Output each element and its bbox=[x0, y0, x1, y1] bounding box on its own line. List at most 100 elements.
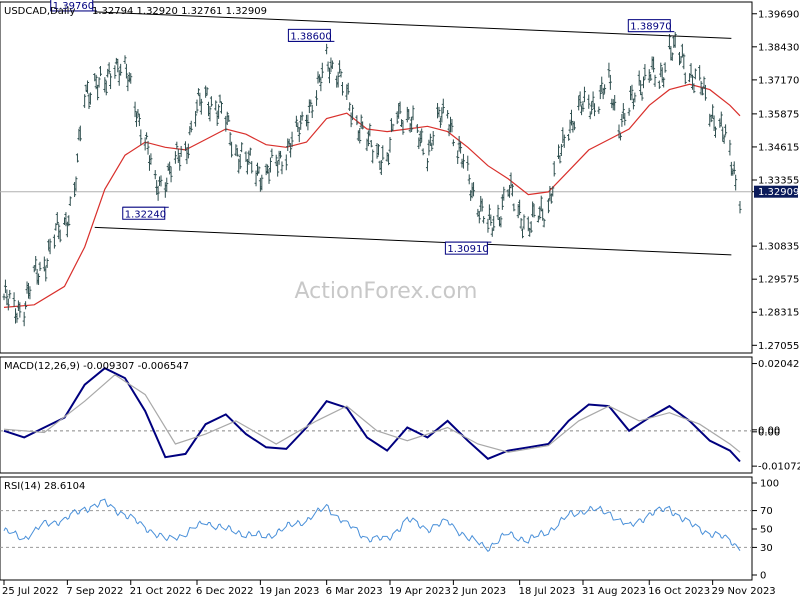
price-bar bbox=[12, 292, 16, 307]
price-bar bbox=[559, 143, 563, 157]
price-bar bbox=[472, 182, 476, 197]
price-bar bbox=[522, 214, 526, 230]
price-bar bbox=[135, 112, 139, 127]
price-bar bbox=[284, 154, 288, 171]
price-bar bbox=[652, 56, 656, 73]
price-bar bbox=[663, 62, 667, 73]
price-bar bbox=[581, 100, 585, 112]
x-tick-label: 19 Jan 2023 bbox=[259, 586, 319, 597]
price-bar bbox=[411, 105, 415, 121]
svg-text:1.38970: 1.38970 bbox=[630, 22, 671, 33]
price-bar bbox=[407, 109, 411, 120]
price-bar bbox=[657, 80, 661, 89]
price-bar bbox=[214, 100, 218, 111]
swing-price-label: 1.30910 bbox=[444, 241, 492, 255]
svg-text:1.39760: 1.39760 bbox=[53, 1, 94, 12]
price-bar bbox=[558, 155, 562, 164]
rsi-layer bbox=[0, 498, 752, 552]
price-bar bbox=[398, 101, 402, 115]
rsi-panel-frame bbox=[0, 476, 753, 581]
price-bar bbox=[299, 115, 303, 130]
price-bar bbox=[456, 150, 460, 164]
price-bar bbox=[3, 279, 7, 294]
price-bar bbox=[257, 166, 261, 174]
price-bar bbox=[653, 74, 657, 87]
price-bar bbox=[153, 170, 157, 180]
price-bar bbox=[5, 289, 9, 306]
price-bar bbox=[578, 91, 582, 107]
price-bar bbox=[662, 77, 666, 88]
price-header-ohlc: 1.32794 1.32920 1.32761 1.32909 bbox=[92, 6, 267, 17]
price-bar bbox=[22, 311, 26, 327]
price-bar bbox=[325, 43, 329, 55]
price-bar bbox=[240, 142, 244, 153]
price-bar bbox=[319, 76, 323, 92]
price-bar bbox=[598, 85, 602, 100]
price-bar bbox=[649, 74, 653, 81]
price-bar bbox=[209, 96, 213, 107]
price-bar bbox=[702, 76, 706, 90]
price-bar bbox=[682, 53, 686, 70]
price-bar bbox=[183, 141, 187, 151]
price-bar bbox=[683, 72, 687, 85]
price-tick-label: 1.38430 bbox=[758, 42, 799, 53]
price-bar bbox=[451, 139, 455, 147]
price-bar bbox=[379, 160, 383, 175]
price-bar bbox=[129, 73, 133, 84]
price-tick-label: 1.29575 bbox=[758, 275, 799, 286]
price-bar bbox=[388, 137, 392, 153]
price-bar bbox=[58, 229, 62, 243]
price-bar bbox=[250, 161, 254, 174]
price-bar bbox=[351, 104, 355, 121]
x-tick-label: 6 Dec 2022 bbox=[196, 586, 254, 597]
price-bar bbox=[699, 81, 703, 96]
price-bar bbox=[45, 258, 49, 268]
x-tick-label: 7 Sep 2022 bbox=[66, 586, 123, 597]
price-bar bbox=[143, 137, 147, 151]
price-bar bbox=[97, 77, 101, 88]
price-bar bbox=[224, 115, 228, 132]
price-bar bbox=[267, 169, 271, 184]
price-bar bbox=[630, 84, 634, 101]
price-bar bbox=[401, 120, 405, 135]
price-tick-label: 1.39690 bbox=[758, 9, 799, 20]
price-bar bbox=[238, 153, 242, 170]
price-bar bbox=[227, 115, 231, 122]
price-bar bbox=[139, 129, 143, 146]
price-bar bbox=[603, 84, 607, 94]
price-bar bbox=[67, 215, 71, 227]
price-bar bbox=[639, 80, 643, 96]
price-bar bbox=[548, 185, 552, 202]
price-bar bbox=[146, 140, 150, 155]
price-bar bbox=[381, 145, 385, 161]
price-bar bbox=[330, 60, 334, 69]
price-bar bbox=[42, 256, 46, 272]
price-bar bbox=[446, 110, 450, 119]
price-bar bbox=[673, 32, 677, 48]
channel-upper-line bbox=[94, 11, 732, 39]
x-tick-label: 2 Jun 2023 bbox=[452, 586, 506, 597]
price-header-symbol: USDCAD,Daily bbox=[4, 6, 75, 17]
rsi-tick-label: 100 bbox=[760, 479, 779, 490]
price-bar bbox=[617, 124, 621, 139]
price-bar bbox=[643, 64, 647, 80]
x-tick-label: 16 Oct 2023 bbox=[648, 586, 710, 597]
price-bar bbox=[420, 128, 424, 143]
price-bar bbox=[724, 124, 728, 136]
price-bar bbox=[196, 88, 200, 96]
price-bar bbox=[15, 312, 19, 323]
macd-tick-label: -0.010722 bbox=[758, 462, 800, 473]
price-bar bbox=[538, 206, 542, 220]
price-bar bbox=[359, 114, 363, 129]
price-bar bbox=[104, 80, 108, 96]
price-bar bbox=[450, 119, 454, 133]
price-bar bbox=[270, 148, 274, 159]
price-bar bbox=[623, 112, 627, 126]
x-tick-label: 21 Oct 2022 bbox=[130, 586, 192, 597]
price-bar bbox=[618, 133, 622, 141]
price-bar bbox=[228, 132, 232, 146]
price-bar bbox=[492, 215, 496, 231]
macd-panel-frame bbox=[0, 356, 753, 474]
price-bar bbox=[96, 84, 100, 101]
price-bar bbox=[87, 93, 91, 110]
